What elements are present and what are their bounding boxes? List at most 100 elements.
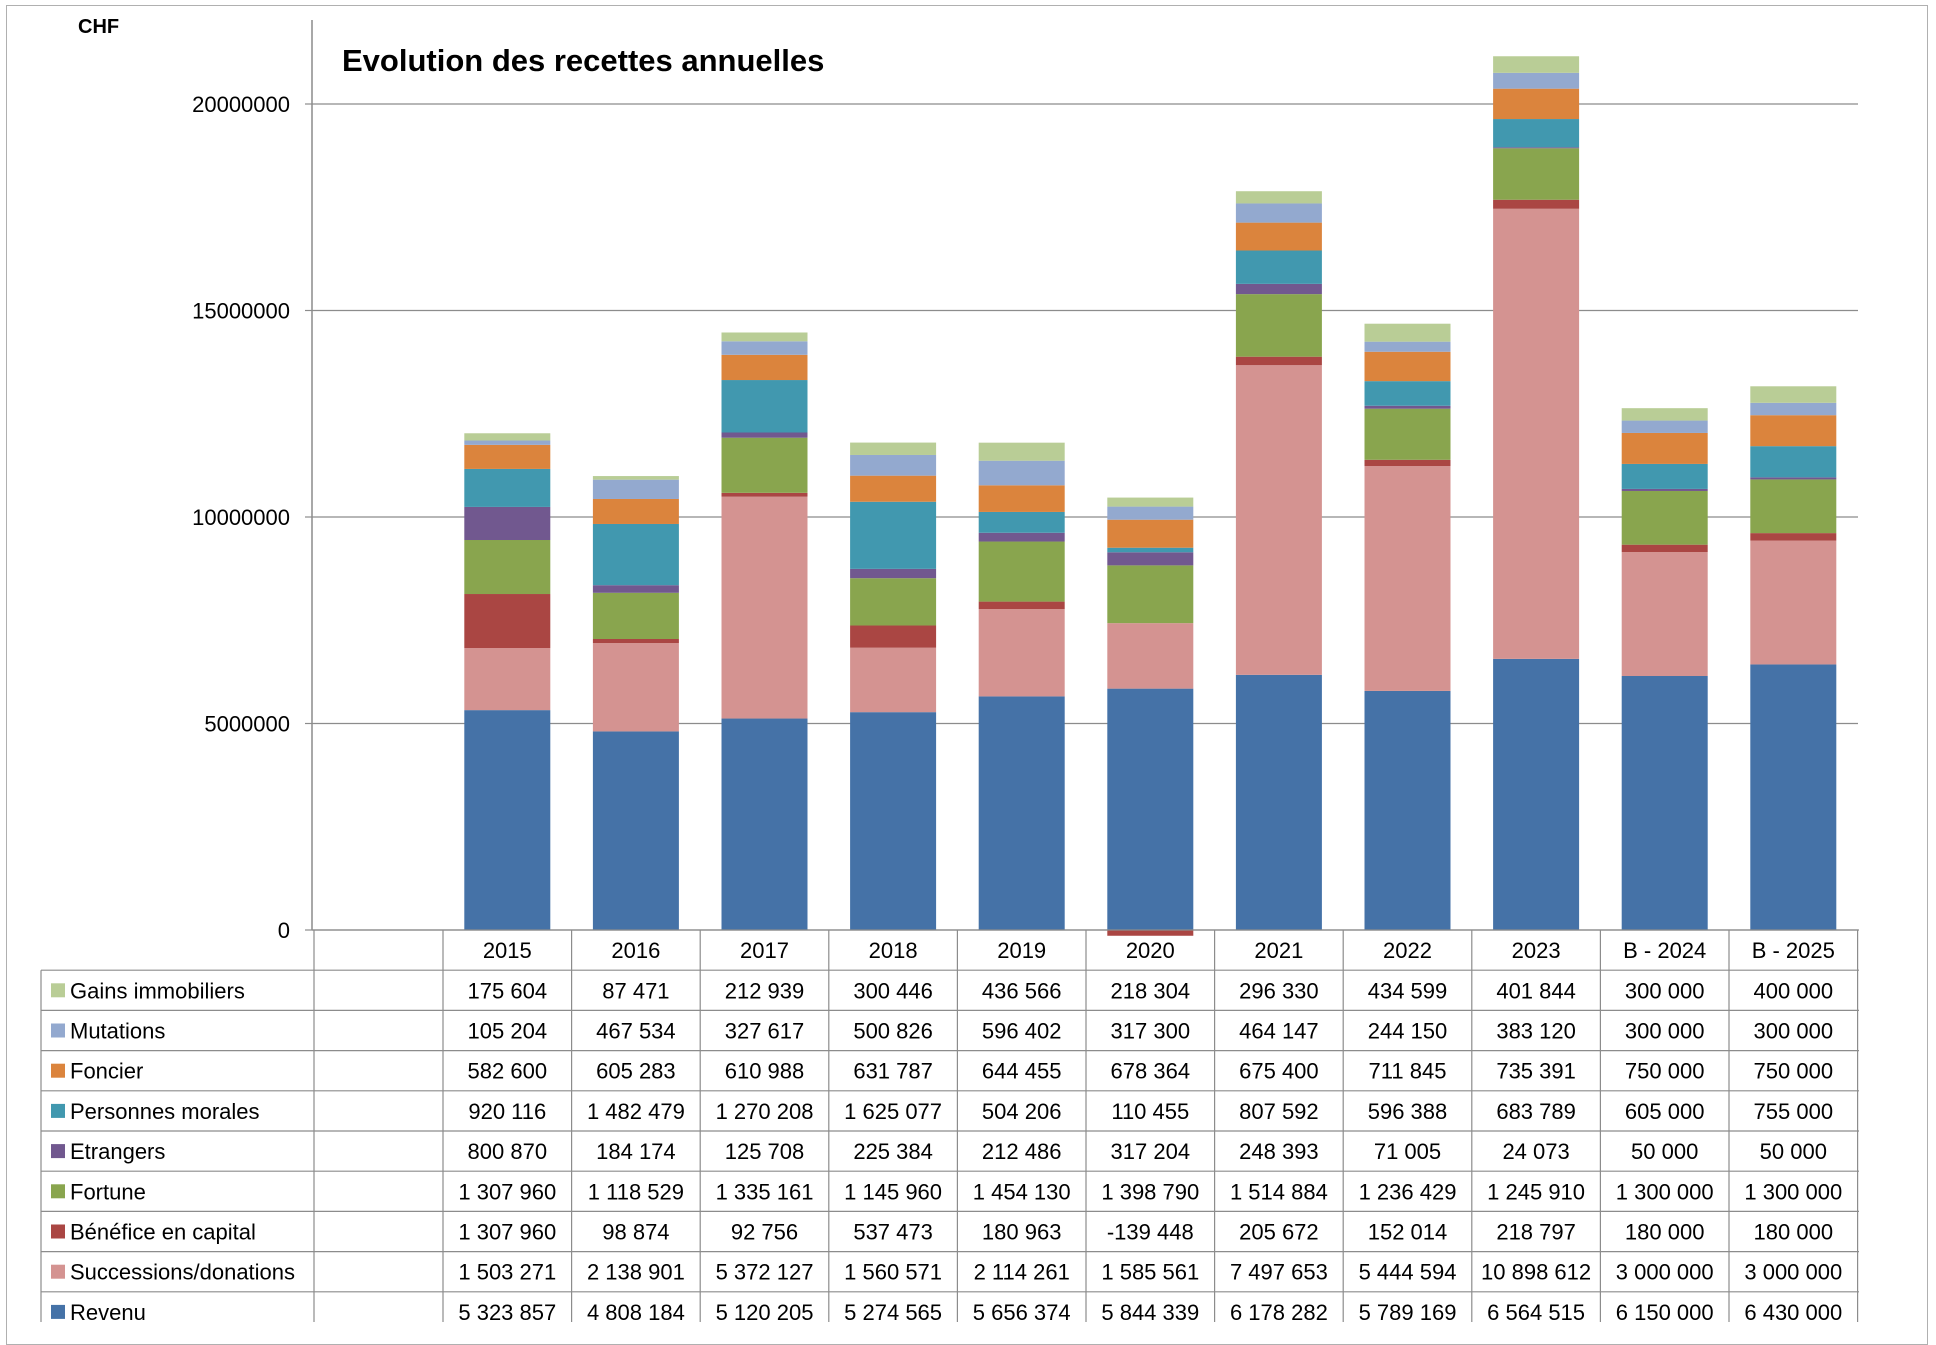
x-tick-label: 2016 bbox=[611, 938, 660, 963]
legend-label: Bénéfice en capital bbox=[70, 1220, 256, 1245]
bar-segment bbox=[850, 712, 937, 930]
y-tick-label: 20000000 bbox=[192, 92, 290, 117]
data-label: 5 274 565 bbox=[844, 1300, 942, 1322]
data-label: 800 870 bbox=[468, 1139, 548, 1164]
data-label: 87 471 bbox=[602, 978, 669, 1003]
bar-segment bbox=[1750, 446, 1837, 478]
bar-segment bbox=[721, 354, 808, 381]
data-label: 6 150 000 bbox=[1616, 1300, 1714, 1322]
bar-segment bbox=[978, 609, 1065, 697]
bar-segment bbox=[1107, 519, 1194, 548]
data-label: 711 845 bbox=[1369, 1059, 1447, 1084]
bar-segment bbox=[1107, 565, 1194, 624]
bar-segment bbox=[1107, 547, 1194, 553]
bar-segment bbox=[721, 492, 808, 497]
data-label: 180 000 bbox=[1754, 1220, 1834, 1245]
data-label: 105 204 bbox=[468, 1019, 548, 1044]
bar-segment bbox=[1750, 479, 1837, 534]
data-label: 300 446 bbox=[853, 978, 933, 1003]
bars-layer bbox=[464, 56, 1837, 936]
legend-swatch bbox=[51, 1103, 65, 1118]
legend-swatch bbox=[51, 1224, 65, 1239]
x-tick-label: 2015 bbox=[483, 938, 532, 963]
y-axis-unit-label: CHF bbox=[78, 16, 119, 38]
data-label: 10 898 612 bbox=[1481, 1260, 1591, 1285]
data-label: 180 963 bbox=[982, 1220, 1062, 1245]
bar-segment bbox=[464, 540, 551, 595]
bar-segment bbox=[721, 437, 808, 493]
data-label: 504 206 bbox=[982, 1099, 1062, 1124]
legend-swatch bbox=[51, 1063, 65, 1078]
bar-segment bbox=[464, 468, 551, 507]
data-label: 1 398 790 bbox=[1101, 1179, 1199, 1204]
bar-segment bbox=[978, 442, 1065, 461]
bar-segment bbox=[592, 585, 679, 593]
bar-segment bbox=[1364, 341, 1451, 352]
legend-swatch bbox=[51, 1304, 65, 1319]
bar-segment bbox=[464, 648, 551, 711]
data-label: 1 245 910 bbox=[1487, 1179, 1585, 1204]
y-tick-label: 0 bbox=[278, 918, 290, 943]
data-label: 180 000 bbox=[1625, 1220, 1705, 1245]
y-tick-label: 10000000 bbox=[192, 505, 290, 530]
data-label: 605 283 bbox=[596, 1059, 676, 1084]
data-label: 152 014 bbox=[1368, 1220, 1448, 1245]
bar-segment bbox=[464, 444, 551, 469]
data-label: 2 138 901 bbox=[587, 1260, 685, 1285]
bar-segment bbox=[1493, 56, 1580, 73]
data-label: 1 560 571 bbox=[844, 1260, 942, 1285]
data-label: 750 000 bbox=[1625, 1059, 1705, 1084]
legend-swatch bbox=[51, 1184, 65, 1199]
bar-segment bbox=[721, 380, 808, 433]
bar-segment bbox=[1107, 688, 1194, 930]
data-label: 24 073 bbox=[1502, 1139, 1569, 1164]
data-label: 327 617 bbox=[725, 1019, 805, 1044]
legend-label: Etrangers bbox=[70, 1139, 165, 1164]
bar-segment bbox=[1493, 147, 1580, 149]
data-label: 807 592 bbox=[1239, 1099, 1319, 1124]
bar-segment bbox=[592, 498, 679, 524]
data-label: 1 482 479 bbox=[587, 1099, 685, 1124]
x-tick-label: B - 2024 bbox=[1623, 938, 1706, 963]
bar-segment bbox=[1621, 544, 1708, 553]
bar-segment bbox=[1235, 191, 1322, 204]
data-label: 2 114 261 bbox=[974, 1260, 1070, 1285]
bar-segment bbox=[1493, 658, 1580, 930]
bar-segment bbox=[978, 541, 1065, 602]
bar-segment bbox=[1364, 408, 1451, 460]
data-label: 317 204 bbox=[1111, 1139, 1191, 1164]
data-label: 434 599 bbox=[1368, 978, 1448, 1003]
data-label: 436 566 bbox=[982, 978, 1062, 1003]
bar-segment bbox=[464, 433, 551, 441]
legend-label: Revenu bbox=[70, 1300, 146, 1322]
data-label: 296 330 bbox=[1239, 978, 1319, 1003]
bar-segment bbox=[850, 578, 937, 626]
bar-segment bbox=[1621, 420, 1708, 433]
data-label: 467 534 bbox=[596, 1019, 676, 1044]
data-label: 205 672 bbox=[1239, 1220, 1319, 1245]
bar-segment bbox=[1364, 405, 1451, 409]
data-label: 1 307 960 bbox=[458, 1179, 556, 1204]
data-label: 596 402 bbox=[982, 1019, 1062, 1044]
data-label: 5 844 339 bbox=[1101, 1300, 1199, 1322]
bar-segment bbox=[1621, 490, 1708, 545]
bar-segment bbox=[1493, 199, 1580, 209]
data-label: 1 514 884 bbox=[1230, 1179, 1328, 1204]
data-label: 110 455 bbox=[1111, 1099, 1189, 1124]
bar-segment bbox=[721, 718, 808, 930]
bar-segment bbox=[850, 647, 937, 713]
bar-segment bbox=[850, 568, 937, 579]
data-label: 464 147 bbox=[1239, 1019, 1319, 1044]
bar-segment bbox=[1750, 664, 1837, 930]
data-label: 5 323 857 bbox=[458, 1300, 556, 1322]
data-label: 920 116 bbox=[468, 1099, 546, 1124]
bar-segment bbox=[1107, 497, 1194, 507]
bar-segment bbox=[1235, 365, 1322, 675]
data-label: 300 000 bbox=[1754, 1019, 1834, 1044]
data-label: 1 270 208 bbox=[716, 1099, 814, 1124]
bar-segment bbox=[1621, 408, 1708, 421]
data-label: 225 384 bbox=[853, 1139, 933, 1164]
legend-label: Successions/donations bbox=[70, 1260, 295, 1285]
data-label: 735 391 bbox=[1496, 1059, 1576, 1084]
bar-segment bbox=[978, 485, 1065, 512]
